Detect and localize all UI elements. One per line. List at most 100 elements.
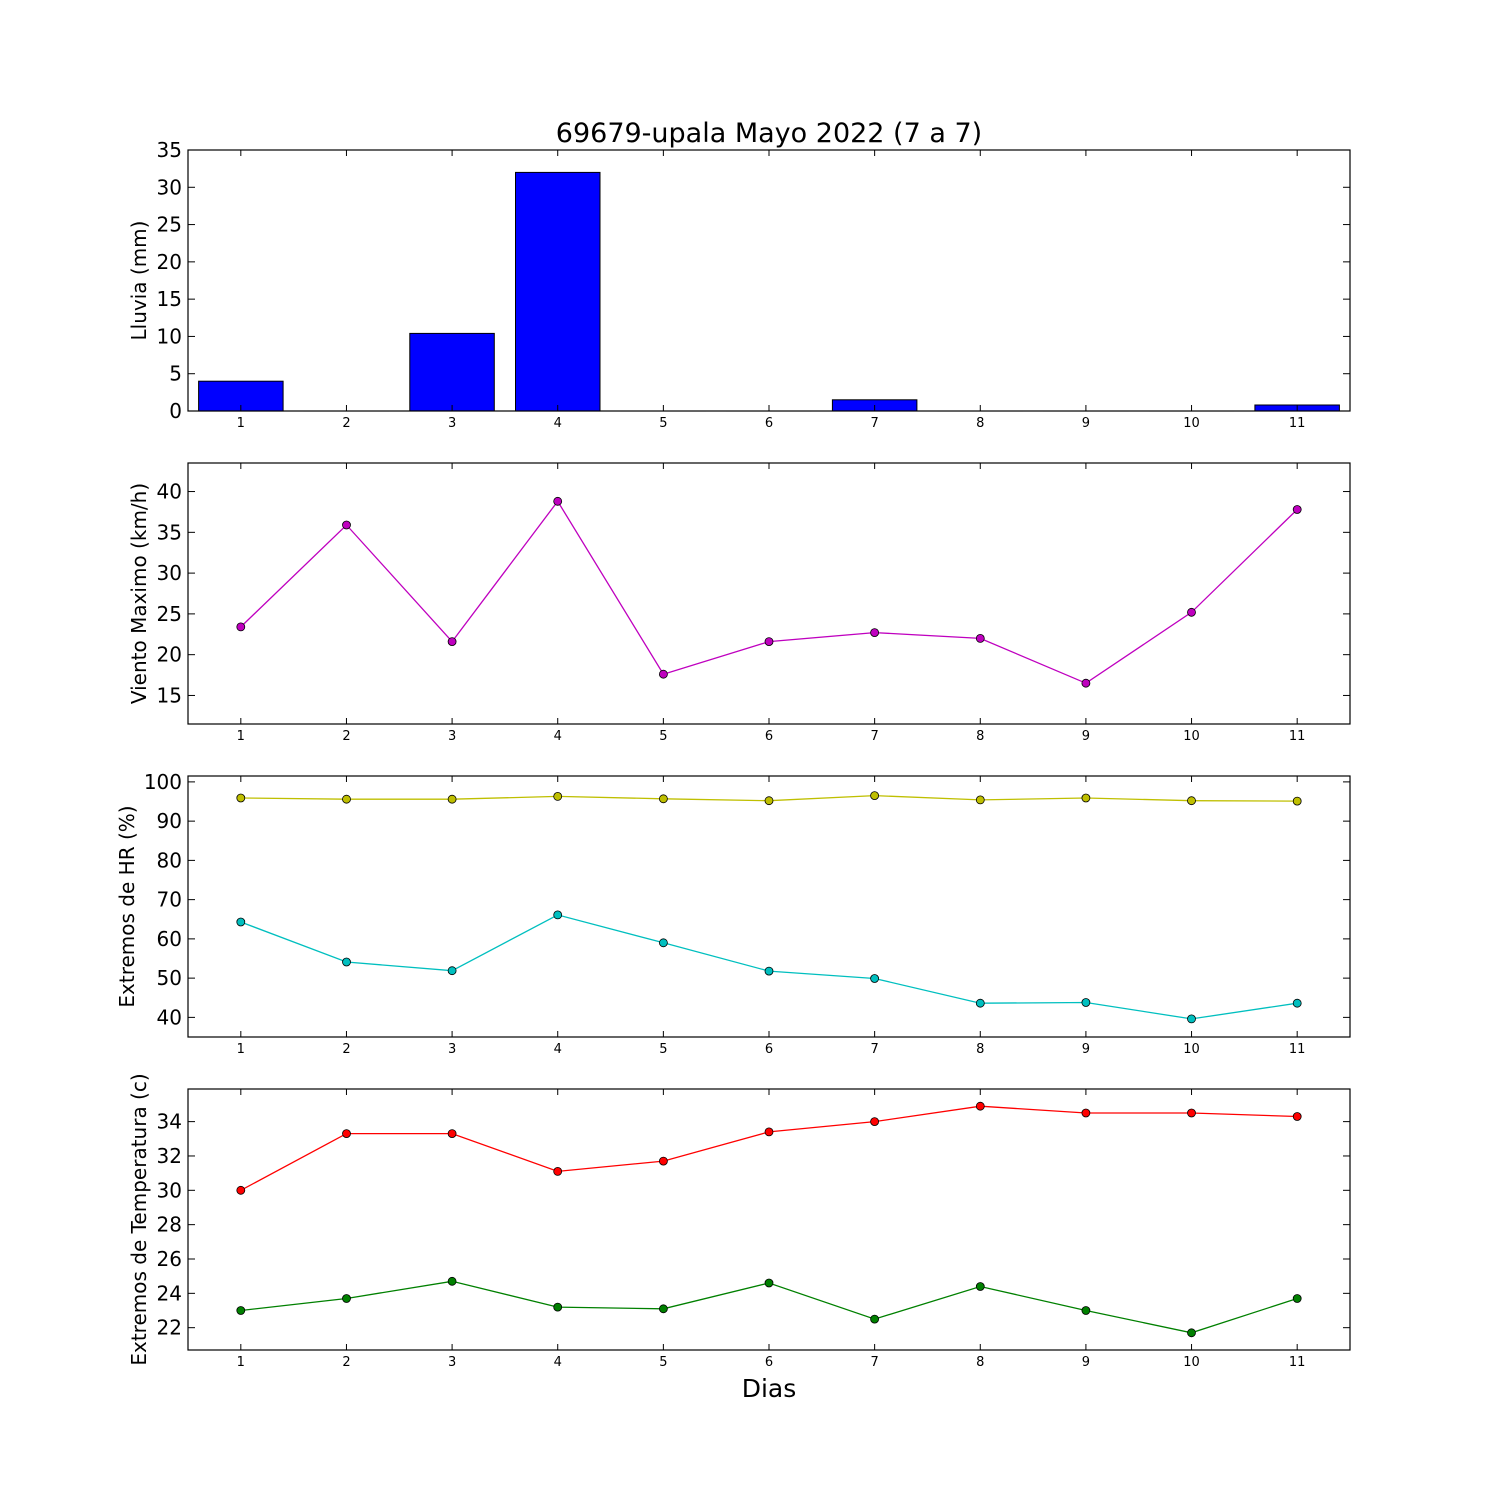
y-tick-label: 40 (157, 1005, 182, 1029)
humidity-series-2-point-7 (870, 974, 879, 983)
y-tick-label: 60 (157, 927, 182, 951)
wind-series-1-point-11 (1292, 505, 1302, 514)
temperature-series-1-point-10 (1187, 1108, 1196, 1118)
y-tick-label: 32 (157, 1144, 182, 1168)
humidity-series-2-point-8 (975, 998, 985, 1008)
temperature-series-2-point-9 (1081, 1306, 1091, 1315)
humidity-series-1-point-2 (342, 794, 351, 804)
temperature-series-2-point-2 (342, 1294, 351, 1303)
temperature-series-1-point-5 (659, 1156, 668, 1166)
temperature-series-2-point-4 (553, 1302, 563, 1312)
y-axis-label-temperature: Extremos de Temperatura (c) (127, 1073, 151, 1365)
humidity-series-1-point-4 (553, 792, 563, 801)
x-tick-label: 3 (448, 729, 456, 744)
y-tick-label: 15 (157, 287, 182, 311)
temperature-series-2-point-6 (764, 1278, 774, 1288)
x-tick-label: 8 (976, 1355, 984, 1370)
y-tick-label: 10 (157, 324, 182, 348)
y-tick-label: 80 (157, 848, 182, 872)
temperature-series-2-point-10 (1187, 1328, 1196, 1338)
humidity-series-2-point-6 (764, 966, 774, 976)
humidity-series-1-point-5 (659, 794, 668, 804)
wind-series-1-point-3 (447, 637, 457, 646)
x-tick-label: 5 (659, 1355, 667, 1370)
humidity-series-2-point-3 (447, 966, 457, 976)
y-tick-label: 70 (157, 888, 182, 912)
humidity-series-1-point-7 (870, 791, 879, 800)
temperature-series-2-point-1 (236, 1306, 246, 1315)
humidity-series-2-point-1 (236, 917, 246, 927)
wind-series-1-point-8 (975, 634, 985, 643)
temperature-series-1-point-9 (1081, 1108, 1091, 1118)
x-tick-label: 6 (765, 416, 773, 431)
x-tick-label: 11 (1289, 1042, 1306, 1057)
wind-series-1-point-2 (342, 520, 351, 530)
y-tick-label: 35 (157, 138, 182, 162)
humidity-series-1-point-1 (236, 793, 246, 803)
x-tick-label: 9 (1082, 1042, 1090, 1057)
x-tick-label: 10 (1183, 416, 1200, 431)
temperature-series-1-point-2 (342, 1129, 351, 1138)
y-axis-label-humidity: Extremos de HR (%) (115, 805, 139, 1007)
temperature-series-1-point-1 (236, 1185, 246, 1195)
x-tick-label: 6 (765, 1042, 773, 1057)
temperature-series-2-point-8 (975, 1282, 985, 1291)
wind-series-1-point-10 (1187, 607, 1196, 617)
x-tick-label: 1 (237, 729, 245, 744)
y-tick-label: 22 (157, 1316, 182, 1340)
x-tick-label: 1 (237, 1355, 245, 1370)
x-tick-label: 8 (976, 1042, 984, 1057)
y-tick-label: 0 (169, 399, 182, 423)
y-tick-label: 25 (157, 602, 182, 626)
humidity-series-1-point-9 (1081, 793, 1091, 803)
y-tick-label: 34 (157, 1110, 182, 1134)
y-tick-label: 28 (157, 1213, 182, 1237)
y-tick-label: 20 (157, 643, 182, 667)
x-tick-label: 3 (448, 416, 456, 431)
x-tick-label: 4 (554, 729, 562, 744)
temperature-series-2-point-7 (870, 1314, 879, 1324)
x-tick-label: 3 (448, 1355, 456, 1370)
x-tick-label: 2 (342, 1355, 350, 1370)
y-axis-label-rain: Lluvia (mm) (127, 221, 151, 341)
panel-rain: 1 2 3 4 5 6 7 8 9 10 11 0 5 10 15 20 25 30 35 Lluvia (mm) (127, 138, 1351, 431)
y-tick-label: 50 (157, 966, 182, 990)
temperature-series-1-point-11 (1292, 1112, 1302, 1121)
x-tick-label: 9 (1082, 729, 1090, 744)
y-tick-label: 100 (144, 770, 182, 794)
x-tick-label: 8 (976, 729, 984, 744)
wind-series-1-point-4 (553, 496, 563, 506)
humidity-series-1-point-8 (975, 795, 985, 805)
y-tick-label: 5 (169, 362, 182, 386)
x-tick-label: 10 (1183, 729, 1200, 744)
chart-title: 69679-upala Mayo 2022 (7 a 7) (556, 118, 982, 149)
temperature-series-1-point-7 (870, 1117, 879, 1126)
x-tick-label: 7 (870, 416, 878, 431)
x-tick-label: 2 (342, 729, 350, 744)
bar-day-4 (515, 171, 601, 412)
bar-day-3 (409, 332, 495, 412)
humidity-series-2-point-10 (1187, 1014, 1196, 1024)
temperature-series-2-point-11 (1292, 1294, 1302, 1303)
x-tick-label: 1 (237, 1042, 245, 1057)
temperature-series-1-point-8 (975, 1101, 985, 1111)
x-tick-label: 6 (765, 1355, 773, 1370)
x-tick-label: 8 (976, 416, 984, 431)
x-tick-label: 9 (1082, 416, 1090, 431)
y-tick-label: 90 (157, 809, 182, 833)
humidity-series-2-point-2 (342, 957, 351, 967)
x-axis-label: Dias (742, 1374, 797, 1403)
x-tick-label: 10 (1183, 1042, 1200, 1057)
humidity-series-2-point-9 (1081, 998, 1091, 1007)
humidity-series-2-point-4 (553, 910, 563, 920)
x-tick-label: 11 (1289, 416, 1306, 431)
wind-series-1-point-7 (870, 628, 879, 637)
y-tick-label: 15 (157, 683, 182, 707)
x-tick-label: 11 (1289, 729, 1306, 744)
x-tick-label: 2 (342, 1042, 350, 1057)
y-tick-label: 30 (157, 561, 182, 585)
y-tick-label: 30 (157, 175, 182, 199)
